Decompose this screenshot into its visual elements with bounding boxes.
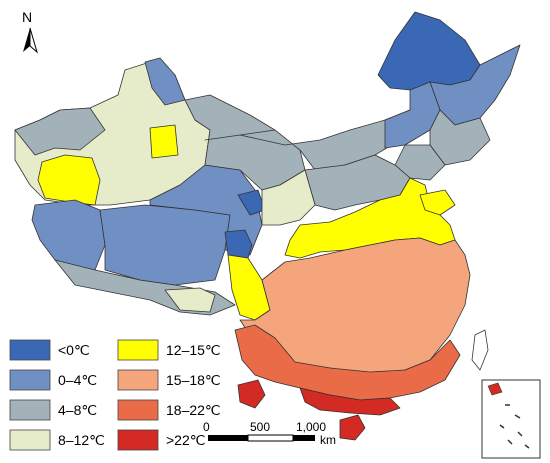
region-taiwan: [471, 329, 489, 371]
legend-swatch: [117, 339, 159, 361]
legend-item: 0–4℃: [9, 369, 97, 391]
region-turpan: [149, 124, 179, 159]
region-loess: [261, 169, 316, 226]
region-qinghai-south: [224, 229, 253, 259]
scale-tick-500: 500: [250, 420, 270, 434]
region-kashgar: [37, 154, 101, 206]
region-heilongjiang-north: [377, 11, 481, 91]
legend-label: 4–8℃: [58, 402, 97, 418]
legend-swatch: [117, 369, 159, 391]
legend-swatch: [117, 399, 159, 421]
north-arrow-left-half: [23, 28, 30, 52]
region-shandong: [419, 189, 456, 216]
scale-tick-1000: 1,000: [296, 420, 326, 434]
legend: <0℃ 0–4℃ 4–8℃ 8–12℃ 12–15℃ 15–18℃ 18–22℃ >22℃: [9, 339, 221, 451]
region-tibet-west: [31, 199, 106, 271]
region-tibet-central: [99, 204, 231, 286]
legend-label: >22℃: [166, 432, 205, 448]
legend-label: 8–12℃: [58, 432, 105, 448]
legend-swatch: [9, 369, 51, 391]
region-yunnan-south: [237, 379, 266, 409]
scale-tick-0: 0: [203, 420, 210, 434]
north-arrow: N: [22, 9, 38, 54]
scale-bar-segment-2: [247, 434, 294, 442]
region-tibet-valley: [164, 287, 216, 313]
legend-label: 15–18℃: [166, 372, 221, 388]
legend-item: <0℃: [9, 339, 90, 361]
region-hainan: [339, 414, 366, 441]
legend-label: 0–4℃: [58, 372, 97, 388]
legend-swatch: [9, 399, 51, 421]
legend-swatch: [9, 429, 51, 451]
inset-islands: [499, 404, 530, 449]
legend-label: <0℃: [58, 342, 90, 358]
region-guangdong-coast: [299, 387, 401, 416]
legend-swatch: [117, 429, 159, 451]
scale-bar-segment-3: [293, 435, 315, 441]
legend-item: 4–8℃: [9, 399, 97, 421]
legend-item: >22℃: [117, 429, 205, 451]
legend-item: 12–15℃: [117, 339, 221, 361]
region-jilin: [429, 109, 491, 166]
region-south: [234, 324, 461, 401]
map-regions: [14, 11, 521, 441]
legend-label: 18–22℃: [166, 402, 221, 418]
legend-item: 8–12℃: [9, 429, 105, 451]
legend-item: 15–18℃: [117, 369, 221, 391]
legend-swatch: [9, 339, 51, 361]
inset-hainan: [487, 382, 503, 396]
scale-bar-segment-1: [208, 435, 248, 441]
legend-label: 12–15℃: [166, 342, 221, 358]
north-arrow-label: N: [22, 9, 32, 25]
scale-bar: 0 500 1,000 km: [203, 420, 336, 447]
region-tianshan: [14, 107, 106, 156]
scale-unit: km: [320, 433, 336, 447]
south-china-sea-inset: [481, 379, 541, 459]
north-arrow-right-half: [29, 27, 38, 54]
legend-item: 18–22℃: [117, 399, 221, 421]
